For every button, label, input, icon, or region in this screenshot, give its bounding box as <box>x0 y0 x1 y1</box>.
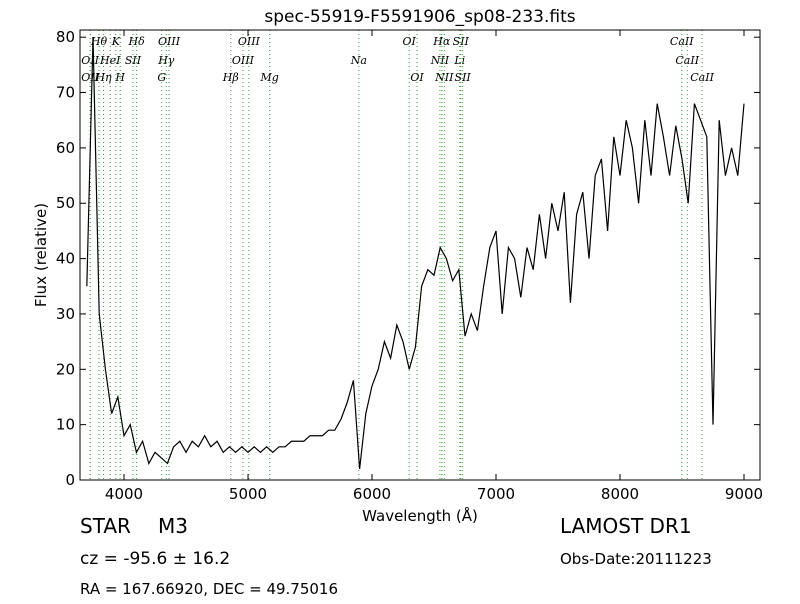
obs-date: Obs-Date:20111223 <box>560 550 712 568</box>
spectral-line-label: Hδ <box>128 35 146 48</box>
spectral-line-label: CaII <box>670 35 694 48</box>
x-tick-label: 5000 <box>229 485 267 503</box>
spectral-line-label: OI <box>403 35 417 48</box>
spectral-line-label: Hθ <box>90 35 108 48</box>
spectral-line-label: HeI <box>99 54 121 67</box>
object-class: STAR <box>80 514 131 538</box>
x-tick-label: 7000 <box>477 485 515 503</box>
spectral-line-label: OI <box>410 71 424 84</box>
spectral-line-label: K <box>111 35 121 48</box>
spectral-line-label: OII <box>81 54 99 67</box>
x-axis-label: Wavelength (Å) <box>362 506 478 525</box>
spectral-line-label: Hγ <box>157 54 175 67</box>
spectral-line-label: NII <box>430 54 450 67</box>
x-tick-label: 6000 <box>353 485 391 503</box>
x-tick-label: 8000 <box>601 485 639 503</box>
y-tick-label: 10 <box>56 416 75 434</box>
x-tick-label: 4000 <box>105 485 143 503</box>
spectral-line-label: OII <box>81 71 99 84</box>
spectral-line-label: Mg <box>260 71 279 84</box>
spectral-line-label: SII <box>453 35 470 48</box>
spectral-line-label: CaII <box>690 71 714 84</box>
spectrum-line <box>86 37 745 469</box>
spectral-line-label: Hα <box>432 35 451 48</box>
y-tick-label: 30 <box>56 305 75 323</box>
redshift: cz = -95.6 ± 16.2 <box>80 549 230 569</box>
y-tick-label: 60 <box>56 139 75 157</box>
spectral-line-label: G <box>157 71 166 84</box>
y-tick-label: 0 <box>65 471 75 489</box>
spectral-line-label: SII <box>125 54 142 67</box>
y-tick-label: 50 <box>56 194 75 212</box>
spectral-line-label: Na <box>350 54 367 67</box>
chart-title: spec-55919-F5591906_sp08-233.fits <box>264 7 575 27</box>
survey: LAMOST DR1 <box>560 514 692 538</box>
spectral-line-label: CaII <box>675 54 699 67</box>
plot-frame <box>79 29 761 481</box>
spectral-line-label: Hη <box>94 71 112 84</box>
y-tick-label: 40 <box>56 250 75 268</box>
y-axis-label: Flux (relative) <box>32 203 50 307</box>
subclass: M3 <box>158 514 188 538</box>
spectral-line-label: OIII <box>158 35 181 48</box>
coordinates: RA = 167.66920, DEC = 49.75016 <box>80 580 338 598</box>
spectral-line-label: Li <box>453 54 465 67</box>
spectral-line-label: Hβ <box>222 71 239 84</box>
spectral-line-label: OIII <box>238 35 261 48</box>
x-tick-label: 9000 <box>725 485 763 503</box>
y-tick-label: 80 <box>56 28 75 46</box>
spectral-line-label: OIII <box>232 54 255 67</box>
y-tick-label: 20 <box>56 360 75 378</box>
spectral-line-label: NII <box>434 71 454 84</box>
y-tick-label: 70 <box>56 84 75 102</box>
spectral-line-label: SII <box>455 71 472 84</box>
spectral-line-label: H <box>114 71 125 84</box>
